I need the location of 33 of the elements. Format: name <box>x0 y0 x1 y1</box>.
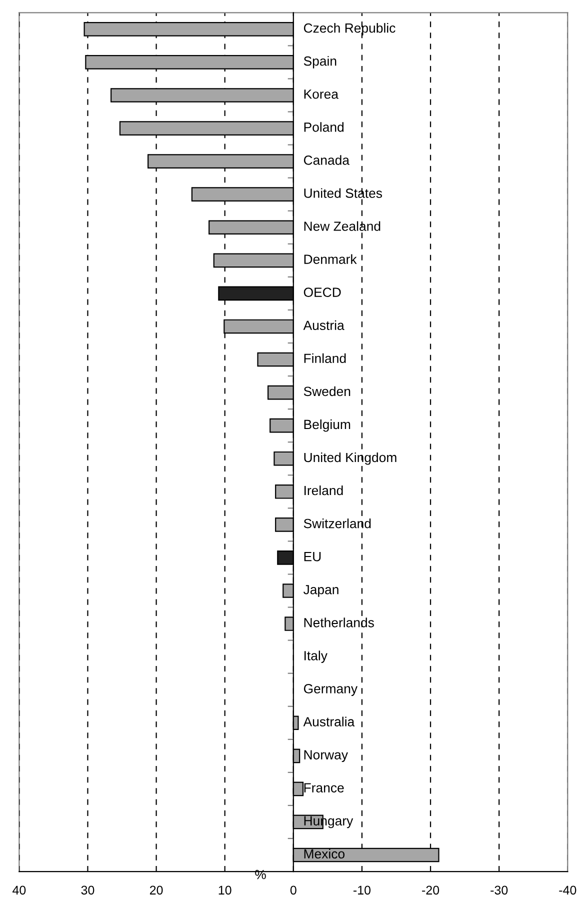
y-tick-label: United States <box>304 188 382 198</box>
y-tick-label: Ireland <box>304 485 343 496</box>
y-tick-label: Netherlands <box>304 618 374 628</box>
y-tick-label: Austria <box>303 320 344 330</box>
y-tick-label: Belgium <box>304 419 350 432</box>
y-tick-label: Australia <box>303 716 355 726</box>
x-tick-label: -40 <box>559 886 576 895</box>
x-tick-label: 10 <box>218 886 232 895</box>
y-tick-label: Sweden <box>304 386 350 396</box>
x-tick-label: 40 <box>12 886 26 895</box>
y-tick-label: Japan <box>303 585 338 597</box>
y-tick-label: Canada <box>304 155 350 165</box>
y-tick-label: Denmark <box>304 254 357 264</box>
x-tick-label: 30 <box>81 886 94 895</box>
y-tick-label: United Kingdom <box>304 452 396 465</box>
x-tick-label: -20 <box>422 886 440 895</box>
y-tick-label: Mexico <box>304 848 345 859</box>
y-tick-label: OECD <box>304 288 341 297</box>
x-tick-label: -30 <box>490 886 508 895</box>
y-tick-label: Germany <box>304 684 358 696</box>
y-tick-label: EU <box>304 552 321 562</box>
y-tick-label: France <box>304 783 344 792</box>
x-tick-label: -10 <box>353 886 371 895</box>
y-tick-label: Korea <box>304 90 338 99</box>
y-tick-label: Poland <box>304 122 344 132</box>
y-tick-label: Finland <box>304 353 346 364</box>
x-tick-label: 0 <box>290 886 296 895</box>
x-tick-label: 20 <box>150 886 163 895</box>
y-tick-label: Spain <box>304 56 336 68</box>
y-tick-label: Czech Republic <box>304 23 396 36</box>
y-tick-label: New Zealand <box>304 221 380 231</box>
y-tick-label: Norway <box>304 750 348 762</box>
y-tick-label: Italy <box>304 650 328 663</box>
